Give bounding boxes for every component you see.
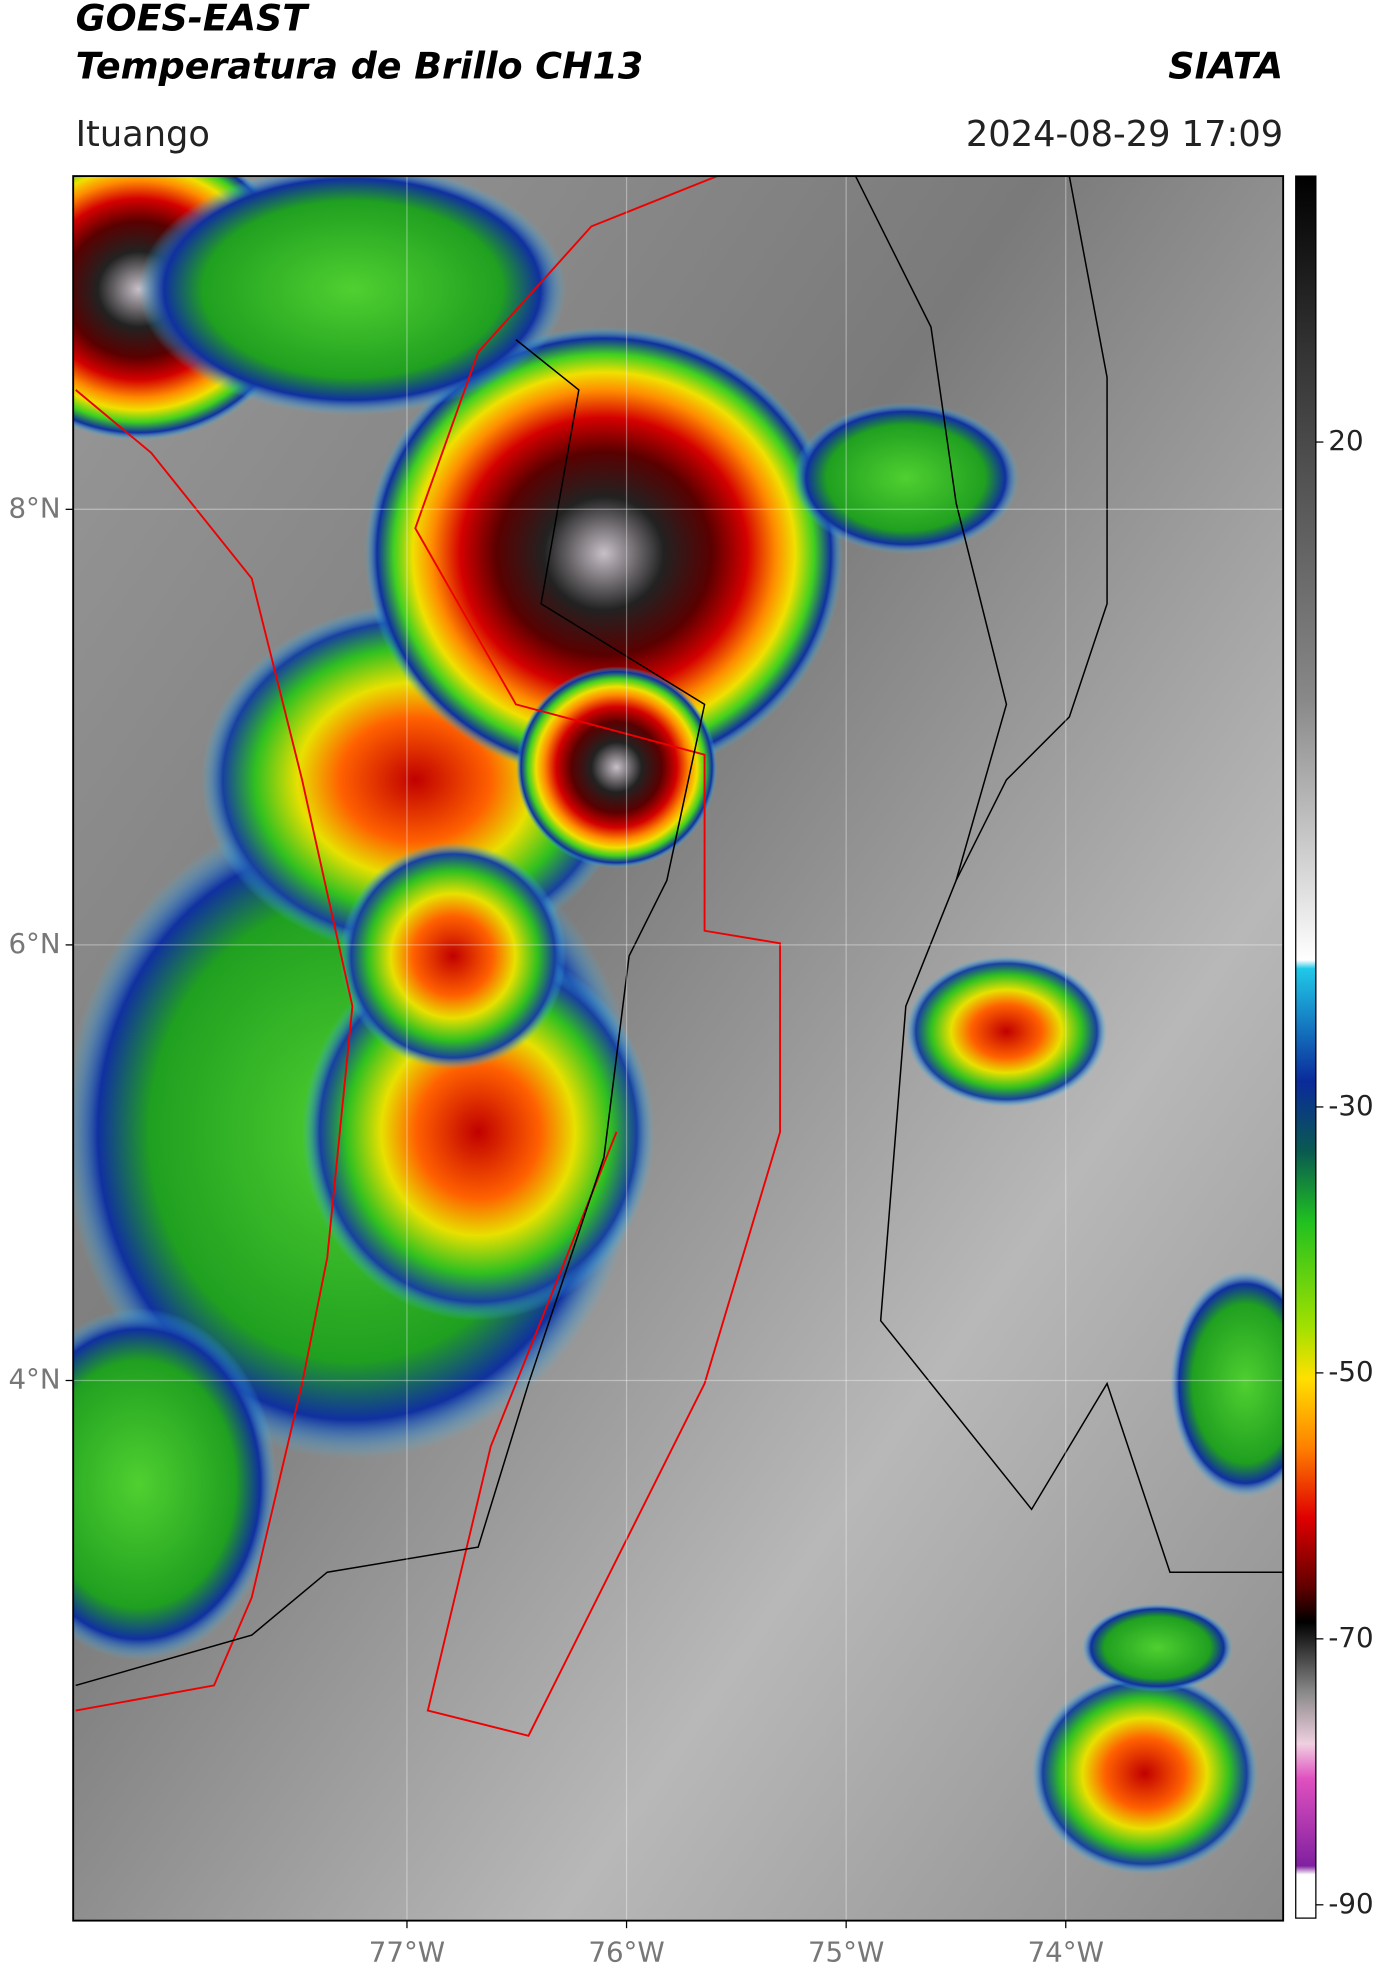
x-tick-label: 74°W xyxy=(1028,1935,1104,1968)
title: GOES-EAST xyxy=(76,0,311,40)
y-tick-label: 6°N xyxy=(8,927,60,960)
subtitle: Temperatura de Brillo CH13 xyxy=(76,44,644,87)
place: Ituango xyxy=(76,114,210,155)
colorbar-tick-label: 20 xyxy=(1328,424,1363,457)
graticule xyxy=(73,176,1284,1921)
x-tick-label: 77°W xyxy=(369,1935,445,1968)
y-tick-label: 4°N xyxy=(8,1362,60,1395)
colorbar-tick-label: -30 xyxy=(1328,1089,1373,1122)
y-tick-label: 8°N xyxy=(8,491,60,524)
agency: SIATA xyxy=(1168,44,1283,87)
x-tick-label: 75°W xyxy=(808,1935,884,1968)
satellite-image xyxy=(73,176,1284,1921)
x-tick-label: 76°W xyxy=(588,1935,664,1968)
map-frame xyxy=(72,175,1285,1922)
colorbar xyxy=(1295,175,1317,1919)
colorbar-tick-label: -70 xyxy=(1328,1621,1373,1654)
colorbar-tick-label: -90 xyxy=(1328,1887,1373,1920)
datetime: 2024-08-29 17:09 xyxy=(966,114,1283,155)
colorbar-tick-label: -50 xyxy=(1328,1355,1373,1388)
